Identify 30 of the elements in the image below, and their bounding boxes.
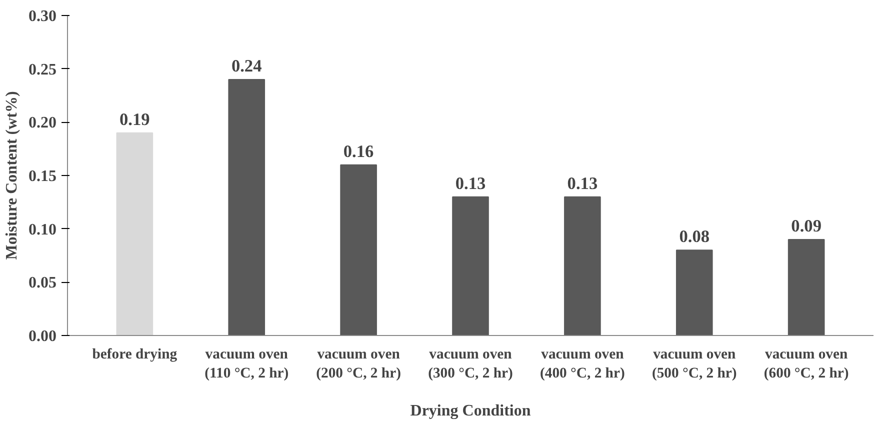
data-label: 0.13 [567,174,598,193]
bar [788,239,825,336]
x-tick-label: vacuum oven (300 °C, 2 hr) [428,346,514,382]
bar [340,164,377,336]
x-tick-label: vacuum oven (200 °C, 2 hr) [316,346,402,382]
data-label: 0.09 [791,216,822,236]
y-tick-label: 0.00 [28,328,56,345]
y-tick-label: 0.15 [28,168,56,185]
y-tick-label: 0.10 [28,221,56,238]
bar [228,79,266,336]
y-tick-label: 0.30 [28,8,56,25]
x-tick-label: vacuum oven (400 °C, 2 hr) [540,346,625,382]
x-tick-label: vacuum oven (110 °C, 2 hr) [204,346,289,382]
x-tick-label: vacuum oven (500 °C, 2 hr) [652,346,737,382]
bar [676,250,713,336]
y-tick-label: 0.20 [28,114,56,132]
y-tick-label: 0.25 [28,61,56,78]
bar [452,196,489,336]
x-tick-label: before drying [92,346,178,362]
data-label: 0.16 [343,142,374,161]
x-axis-title: Drying Condition [410,402,531,420]
data-label: 0.19 [120,110,150,129]
y-tick-label: 0.05 [28,274,56,292]
bar [564,196,601,336]
data-label: 0.08 [679,227,710,246]
data-label: 0.24 [231,56,262,76]
bar [116,132,154,336]
data-label: 0.13 [455,174,486,193]
x-tick-label: vacuum oven (600 °C, 2 hr) [764,346,849,382]
y-axis-title: Moisture Content (wt%) [4,91,20,260]
